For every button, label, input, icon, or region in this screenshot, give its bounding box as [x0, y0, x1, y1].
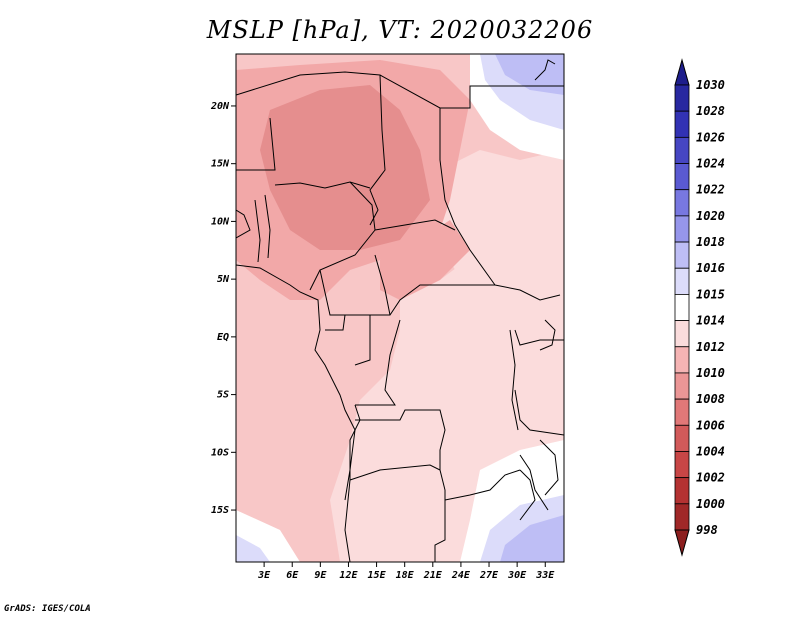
- lake-shore: [509, 329, 519, 431]
- lake-shore: [539, 439, 559, 496]
- colorbar-label: 1004: [696, 444, 725, 458]
- colorbar-segment: [674, 163, 690, 191]
- border-line: [254, 199, 261, 263]
- border-line: [355, 319, 401, 406]
- colorbar-segment: [674, 267, 690, 295]
- border-line: [344, 404, 361, 562]
- pressure-1010-region-central: [380, 220, 470, 300]
- colorbar-label: 1012: [696, 340, 725, 354]
- border-line: [444, 469, 521, 501]
- colorbar-segment: [674, 372, 690, 400]
- lat-tick-label: 10S: [211, 447, 229, 458]
- colorbar-label: 1022: [696, 183, 725, 197]
- lat-tick-label: 10N: [211, 216, 230, 227]
- border-line: [236, 71, 564, 109]
- colorbar-label: 1010: [696, 366, 725, 380]
- border-line: [264, 194, 271, 259]
- border-line: [349, 464, 446, 562]
- pressure-1008-region: [260, 85, 430, 250]
- colorbar-top-arrow: [674, 58, 690, 86]
- coastline: [236, 264, 356, 501]
- lat-tick-label: EQ: [217, 332, 229, 343]
- border-line: [494, 284, 561, 301]
- lon-tick-label: 6E: [286, 570, 299, 581]
- colorbar-label: 1016: [696, 261, 725, 275]
- colorbar-segment: [674, 424, 690, 452]
- border-line: [369, 74, 386, 226]
- colorbar: 1030 1028 1026 1024 1022 1020 1018 1016 1015 1014…: [674, 58, 725, 557]
- border-line: [354, 315, 371, 366]
- colorbar-bottom-arrow: [674, 529, 690, 557]
- lat-tick-label: 5S: [217, 390, 229, 401]
- colorbar-segment: [674, 477, 690, 505]
- colorbar-label: 1030: [696, 78, 725, 92]
- lon-tick-label: 15E: [368, 570, 387, 581]
- colorbar-segment: [674, 346, 690, 374]
- lon-tick-label: 18E: [396, 570, 415, 581]
- pressure-1012-region-east: [440, 150, 564, 280]
- country-borders: [236, 59, 564, 562]
- colorbar-label: 1024: [696, 157, 725, 171]
- border-line: [236, 117, 276, 171]
- colorbar-label: 1018: [696, 235, 725, 249]
- colorbar-segment: [674, 320, 690, 348]
- colorbar-segment: [674, 503, 690, 531]
- pressure-1015-region-sw: [236, 535, 270, 562]
- lon-tick-label: 12E: [339, 570, 358, 581]
- pressure-1016-region-se: [500, 515, 564, 562]
- lon-tick-label: 21E: [423, 570, 443, 581]
- lake-shore: [519, 454, 549, 511]
- lake-shore: [534, 59, 556, 81]
- border-line: [439, 108, 496, 286]
- longitude-axis: 3E 6E 9E 12E 15E 18E 21E 24E 27E 30E 33E: [257, 562, 555, 581]
- lon-tick-label: 27E: [479, 570, 499, 581]
- credit-text: GrADS: IGES/COLA: [4, 604, 91, 614]
- border-line: [514, 329, 564, 346]
- border-line: [519, 469, 536, 521]
- border-line: [355, 409, 446, 470]
- border-line: [325, 314, 346, 331]
- colorbar-segment: [674, 398, 690, 426]
- lon-tick-label: 30E: [507, 570, 527, 581]
- lon-tick-label: 3E: [257, 570, 271, 581]
- lat-tick-label: 20N: [210, 101, 230, 112]
- lat-tick-label: 15N: [211, 159, 230, 170]
- colorbar-label: 1008: [696, 392, 725, 406]
- colorbar-segment: [674, 189, 690, 217]
- border-line: [374, 254, 391, 316]
- colorbar-label: 1026: [696, 130, 725, 144]
- colorbar-label: 1002: [696, 471, 725, 485]
- colorbar-segment: [674, 241, 690, 269]
- colorbar-label: 1006: [696, 418, 725, 432]
- border-line: [274, 181, 371, 189]
- colorbar-label: 1015: [696, 287, 725, 301]
- lon-tick-label: 24E: [451, 570, 471, 581]
- pressure-field: [236, 54, 564, 562]
- border-line: [319, 269, 495, 316]
- colorbar-label: 1000: [696, 497, 725, 511]
- border-line: [374, 219, 456, 231]
- lon-tick-label: 9E: [314, 570, 327, 581]
- colorbar-segment: [674, 294, 690, 321]
- colorbar-label: 1020: [696, 209, 725, 223]
- colorbar-segment: [674, 110, 690, 138]
- border-line: [309, 181, 376, 291]
- lat-tick-label: 15S: [211, 505, 229, 516]
- colorbar-segment: [674, 84, 690, 112]
- colorbar-segment: [674, 451, 690, 479]
- colorbar-label: 998: [696, 523, 718, 537]
- colorbar-segment: [674, 136, 690, 164]
- colorbar-segment: [674, 215, 690, 243]
- border-line: [236, 209, 251, 239]
- lon-tick-label: 33E: [535, 570, 555, 581]
- chart-title: MSLP [hPa], VT: 2020032206: [206, 16, 594, 44]
- colorbar-label: 1028: [696, 104, 725, 118]
- border-line: [514, 389, 564, 436]
- colorbar-label: 1014: [696, 314, 725, 328]
- lake-shore: [539, 319, 556, 351]
- map-frame: [235, 53, 565, 563]
- latitude-axis: 20N 15N 10N 5N EQ 5S 10S 15S: [210, 101, 236, 516]
- lat-tick-label: 5N: [217, 274, 230, 285]
